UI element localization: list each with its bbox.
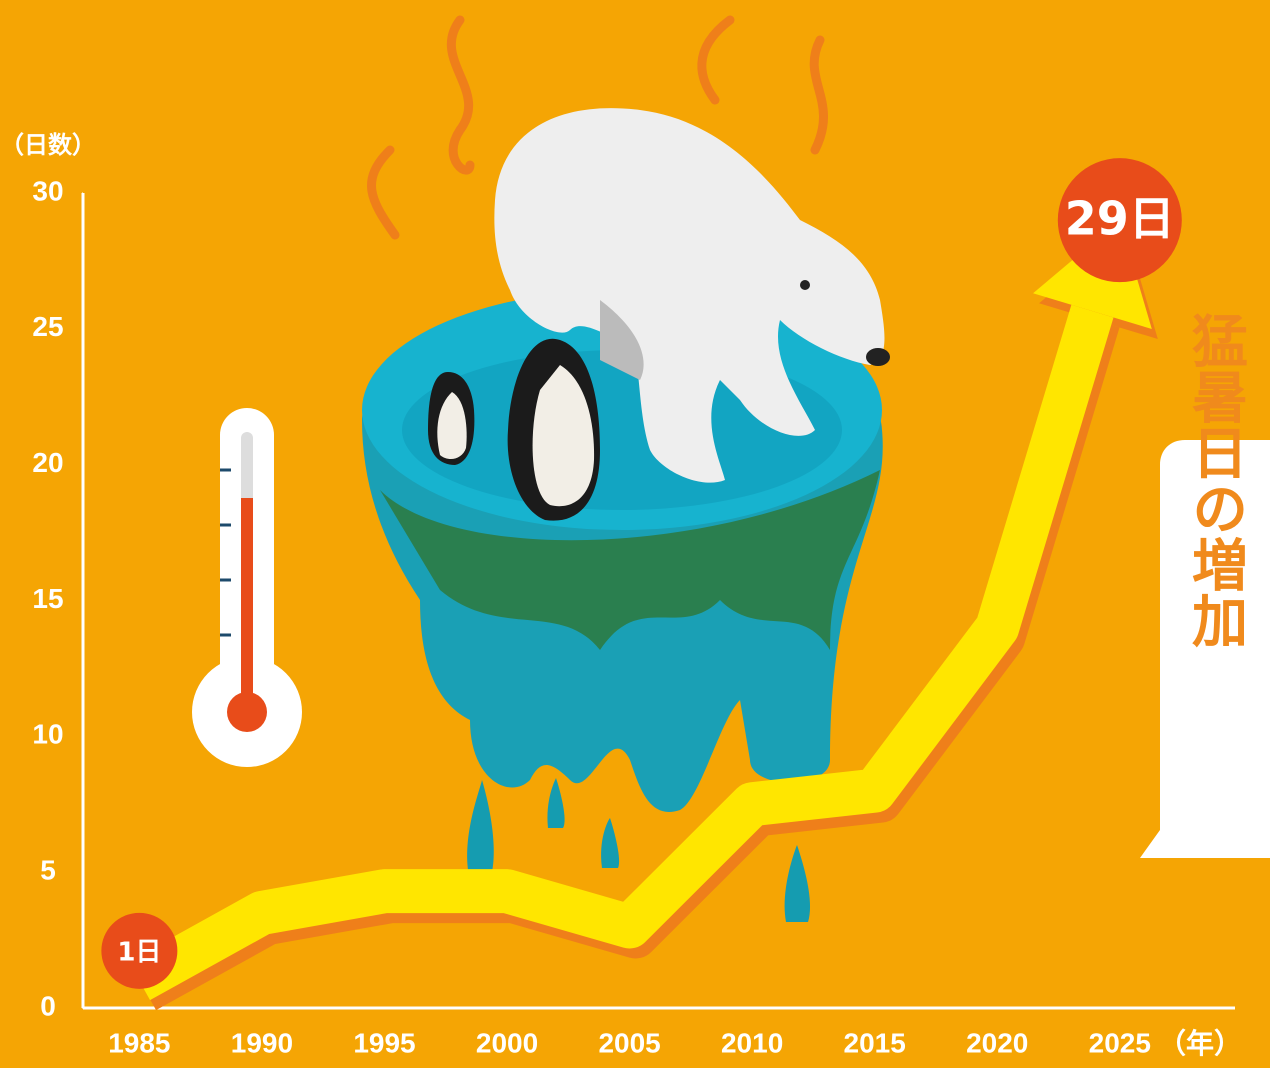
y-tick-label: 20 <box>32 447 63 478</box>
y-tick-label: 25 <box>32 311 63 342</box>
y-axis-label: （日数） <box>0 131 96 159</box>
x-tick-label: 2020 <box>966 1027 1028 1058</box>
y-tick-label: 10 <box>32 719 63 750</box>
x-tick-label: 1995 <box>353 1027 415 1058</box>
x-axis-label: （年） <box>1158 1027 1242 1060</box>
x-tick-label: 1990 <box>231 1027 293 1058</box>
y-tick-label: 0 <box>40 990 56 1021</box>
x-tick-label: 2005 <box>598 1027 660 1058</box>
page: 猛暑日の増加 （日数） （年） 051015202530198519901995… <box>0 0 1270 1064</box>
value-label: 1日 <box>117 937 161 967</box>
x-tick-label: 2015 <box>844 1027 906 1058</box>
y-tick-label: 15 <box>32 583 63 614</box>
x-tick-label: 1985 <box>108 1027 170 1058</box>
y-tick-label: 5 <box>40 855 56 886</box>
x-tick-label: 2010 <box>721 1027 783 1058</box>
chart: 猛暑日の増加 （日数） （年） 051015202530198519901995… <box>0 0 1270 1064</box>
x-tick-label: 2000 <box>476 1027 538 1058</box>
x-tick-label: 2025 <box>1089 1027 1151 1058</box>
side-label: 猛暑日の増加 <box>1183 312 1248 648</box>
y-tick-label: 30 <box>32 175 63 206</box>
value-label: 29日 <box>1065 192 1175 246</box>
